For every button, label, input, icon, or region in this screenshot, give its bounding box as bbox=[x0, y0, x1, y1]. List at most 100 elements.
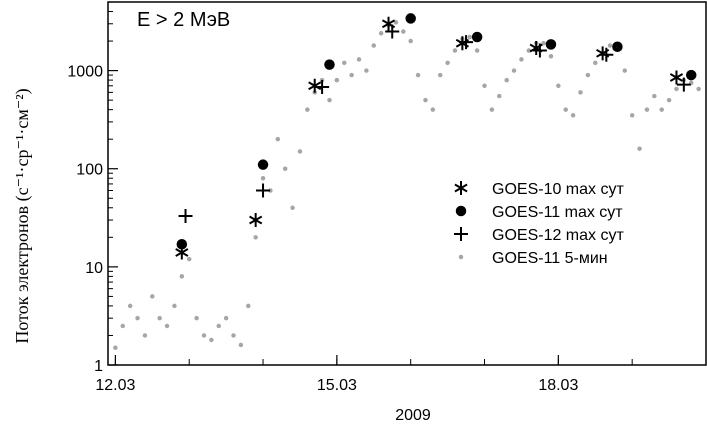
data-point-dot bbox=[127, 303, 133, 309]
data-point-dot bbox=[135, 315, 140, 321]
data-point-dot bbox=[401, 29, 406, 34]
data-point-dot bbox=[341, 60, 347, 66]
data-point-dot bbox=[305, 107, 310, 112]
data-point-dot bbox=[349, 72, 354, 78]
data-point-dot bbox=[201, 333, 207, 338]
data-point-dot bbox=[246, 303, 251, 309]
data-point-circle bbox=[405, 13, 416, 24]
y-tick-label: 1000 bbox=[67, 64, 103, 81]
legend-entry-label: GOES-11 max сут bbox=[492, 204, 623, 221]
data-point-plus bbox=[459, 35, 474, 50]
data-point-dot bbox=[637, 146, 642, 151]
data-point-dot bbox=[593, 60, 598, 66]
data-point-dot bbox=[519, 57, 524, 62]
data-point-asterisk bbox=[669, 70, 684, 85]
data-point-dot bbox=[474, 48, 480, 53]
data-point-plus bbox=[599, 47, 614, 62]
data-point-dot bbox=[290, 205, 295, 211]
data-point-dot bbox=[585, 72, 591, 78]
data-point-dot bbox=[371, 43, 377, 48]
y-axis: 1 10 100 1000 bbox=[67, 1, 118, 375]
data-point-dot bbox=[452, 48, 458, 53]
data-point-dot bbox=[607, 43, 613, 48]
data-point-plus bbox=[676, 77, 691, 92]
y-tick-label: 100 bbox=[76, 162, 103, 179]
data-point-dot bbox=[216, 323, 221, 329]
data-point-dot bbox=[629, 113, 635, 118]
data-point-dot bbox=[497, 93, 502, 99]
data-point-dot bbox=[334, 77, 340, 83]
x-axis: 12.03 15.03 18.03 bbox=[95, 355, 633, 394]
legend-entry-label: GOES-10 max сут bbox=[492, 181, 624, 198]
marker-layer bbox=[175, 13, 697, 260]
data-point-plus bbox=[385, 24, 400, 39]
data-point-dot bbox=[297, 149, 303, 154]
data-point-dot bbox=[275, 136, 281, 142]
x-axis-year-label: 2009 bbox=[395, 407, 431, 424]
data-point-dot bbox=[489, 107, 495, 112]
legend-entry-label: GOES-12 max сут bbox=[492, 227, 624, 244]
data-point-dot bbox=[570, 113, 576, 118]
data-point-dot bbox=[437, 72, 443, 78]
data-point-dot bbox=[327, 97, 332, 103]
data-point-dot bbox=[142, 333, 148, 338]
data-point-dot bbox=[548, 54, 554, 59]
y-axis-label: Поток электронов (с⁻¹·ср⁻¹·см⁻²) bbox=[12, 88, 33, 343]
data-point-plus bbox=[178, 208, 193, 223]
data-point-dot bbox=[445, 60, 450, 66]
data-point-circle bbox=[545, 39, 557, 50]
energy-annotation: E > 2 МэВ bbox=[137, 9, 230, 31]
data-point-circle bbox=[324, 59, 335, 70]
data-point-dot bbox=[526, 48, 532, 53]
data-point-dot bbox=[511, 68, 517, 73]
data-point-dot bbox=[179, 274, 185, 279]
data-point-plus bbox=[454, 227, 468, 241]
data-point-plus bbox=[256, 183, 271, 198]
data-point-dot bbox=[622, 68, 628, 73]
legend: GOES-10 max сут GOES-11 max сут GOES-12 ma… bbox=[454, 181, 624, 267]
data-point-dot bbox=[164, 323, 170, 329]
data-point-dot bbox=[666, 97, 672, 103]
y-tick-label: 10 bbox=[85, 260, 103, 277]
data-point-dot bbox=[223, 315, 229, 321]
data-point-dot bbox=[364, 68, 369, 73]
data-point-dot bbox=[356, 57, 362, 62]
data-point-dot bbox=[644, 107, 650, 112]
data-point-dot bbox=[430, 107, 436, 112]
data-point-dot bbox=[563, 107, 568, 112]
data-point-dot bbox=[696, 86, 701, 92]
data-point-dot bbox=[423, 97, 428, 103]
x-tick-label: 18.03 bbox=[538, 377, 578, 394]
data-point-dot bbox=[541, 40, 546, 46]
data-point-dot bbox=[282, 166, 288, 171]
data-point-dot bbox=[556, 83, 561, 89]
data-point-asterisk bbox=[308, 78, 322, 93]
data-point-dot bbox=[504, 77, 509, 83]
data-point-circle bbox=[455, 205, 467, 217]
data-point-asterisk bbox=[249, 213, 263, 228]
x-tick-label: 15.03 bbox=[317, 377, 357, 394]
data-point-dot bbox=[578, 90, 583, 95]
data-point-dot bbox=[659, 107, 664, 112]
scatter-layer bbox=[113, 20, 701, 350]
data-point-dot bbox=[260, 175, 266, 181]
data-point-dot bbox=[415, 72, 421, 78]
legend-entry-label: GOES-11 5-мин bbox=[492, 250, 608, 267]
data-point-dot bbox=[113, 345, 118, 350]
data-point-circle bbox=[612, 41, 623, 52]
data-point-dot bbox=[120, 323, 126, 329]
data-point-dot bbox=[150, 294, 155, 299]
data-point-dot bbox=[482, 83, 487, 89]
data-point-circle bbox=[176, 238, 188, 250]
data-point-dot bbox=[378, 31, 384, 36]
data-point-circle bbox=[685, 69, 697, 81]
data-point-dot bbox=[458, 254, 464, 260]
x-tick-label: 12.03 bbox=[95, 377, 135, 394]
data-point-plus bbox=[315, 80, 330, 95]
data-point-dot bbox=[652, 93, 657, 99]
data-point-dot bbox=[157, 315, 162, 321]
data-point-dot bbox=[172, 303, 177, 309]
data-point-dot bbox=[268, 188, 273, 193]
data-point-dot bbox=[408, 38, 413, 44]
